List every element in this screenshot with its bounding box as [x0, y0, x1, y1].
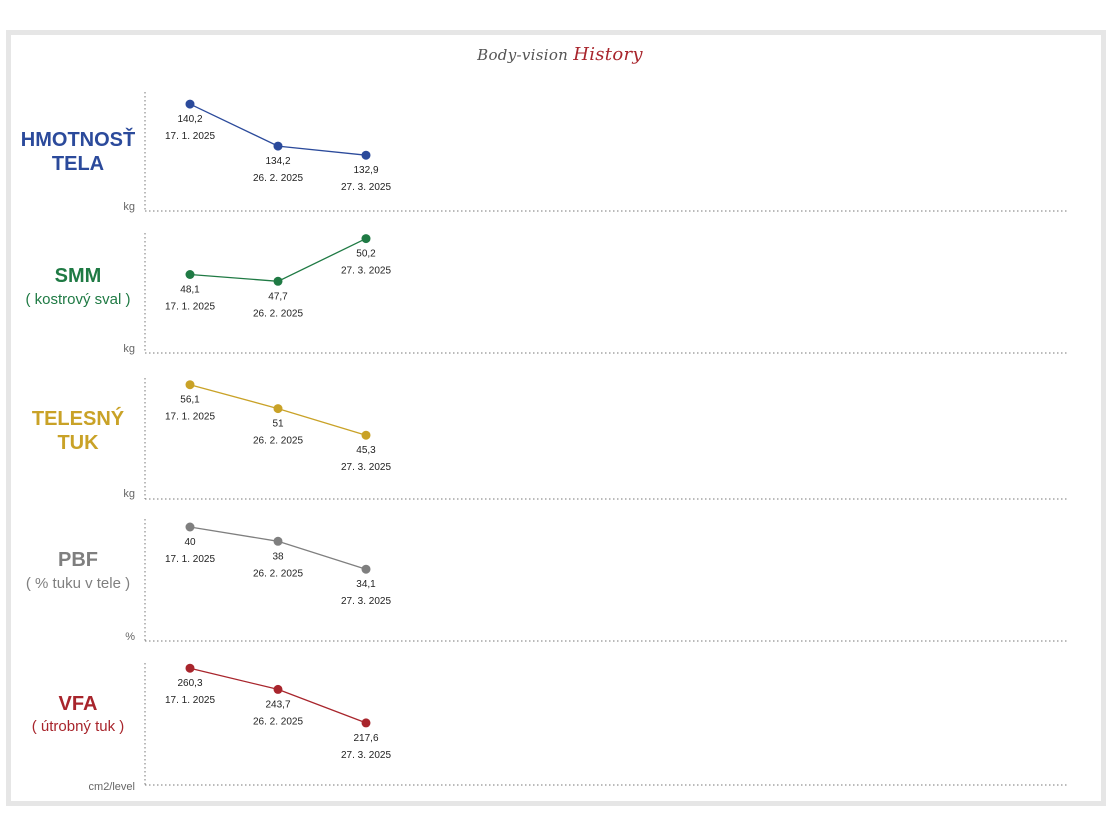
data-value-label: 48,1: [180, 285, 200, 296]
data-point: [361, 564, 371, 574]
data-value-label: 38: [272, 551, 284, 562]
report-title: Body-vision History: [0, 44, 1120, 65]
data-value-label: 45,3: [356, 445, 376, 456]
data-point: [273, 684, 283, 694]
data-point: [273, 404, 283, 414]
metric-name-line: VFA: [58, 693, 98, 715]
data-value-label: 40: [184, 537, 196, 548]
data-value-label: 140,2: [177, 114, 202, 125]
data-value-label: 56,1: [180, 395, 200, 406]
series-line: [189, 238, 367, 282]
data-point: [185, 99, 195, 109]
date-label: 26. 2. 2025: [253, 308, 303, 319]
metric-name-line: TELESNÝ: [31, 408, 125, 430]
data-value-label: 132,9: [353, 165, 378, 176]
date-label: 26. 2. 2025: [253, 716, 303, 727]
data-value-label: 34,1: [356, 579, 376, 590]
data-value-label: 50,2: [356, 249, 376, 260]
date-label: 27. 3. 2025: [341, 596, 391, 607]
date-label: 17. 1. 2025: [165, 695, 215, 706]
date-label: 17. 1. 2025: [165, 554, 215, 565]
metric-name: TELESNÝ TUK: [8, 407, 148, 455]
metric-name-line: PBF: [58, 549, 98, 571]
date-label: 27. 3. 2025: [341, 462, 391, 473]
data-point: [185, 663, 195, 673]
data-value-label: 134,2: [265, 156, 290, 167]
unit-label: kg: [123, 343, 135, 355]
unit-label: %: [125, 631, 135, 643]
data-point: [361, 150, 371, 160]
date-label: 27. 3. 2025: [341, 266, 391, 277]
unit-label: cm2/level: [88, 781, 135, 793]
data-value-label: 51: [272, 419, 284, 430]
metric-name-line: SMM: [54, 265, 102, 287]
data-value-label: 260,3: [177, 678, 202, 689]
metric-subtitle: ( kostrový sval ): [25, 291, 131, 308]
data-point: [273, 141, 283, 151]
title-plain: Body-vision: [477, 46, 569, 64]
unit-label: kg: [123, 488, 135, 500]
data-value-label: 47,7: [268, 291, 288, 302]
metric-name: VFA: [8, 692, 148, 716]
data-value-label: 217,6: [353, 733, 378, 744]
date-label: 26. 2. 2025: [253, 436, 303, 447]
data-point: [273, 536, 283, 546]
metric-name-line: TUK: [57, 432, 99, 454]
metric-subtitle: ( útrobný tuk ): [31, 718, 125, 735]
unit-label: kg: [123, 201, 135, 213]
series-line: [189, 667, 367, 724]
date-label: 27. 3. 2025: [341, 182, 391, 193]
data-point: [361, 234, 371, 244]
date-label: 17. 1. 2025: [165, 131, 215, 142]
data-value-label: 243,7: [265, 699, 290, 710]
data-point: [361, 718, 371, 728]
series-line: [189, 526, 367, 570]
title-accent: History: [573, 44, 643, 65]
data-point: [185, 270, 195, 279]
date-label: 26. 2. 2025: [253, 568, 303, 579]
data-point: [185, 522, 195, 532]
data-point: [185, 380, 195, 390]
metric-name-line: HMOTNOSŤ: [20, 129, 136, 151]
date-label: 17. 1. 2025: [165, 412, 215, 423]
date-label: 17. 1. 2025: [165, 302, 215, 313]
metric-subtitle: ( % tuku v tele ): [25, 575, 131, 592]
data-point: [361, 430, 371, 440]
metric-name-line: TELA: [51, 153, 105, 175]
date-label: 26. 2. 2025: [253, 173, 303, 184]
report-frame: [6, 30, 1106, 806]
metric-name: HMOTNOSŤ TELA: [8, 128, 148, 176]
metric-name: PBF: [8, 548, 148, 572]
metric-name: SMM: [8, 264, 148, 288]
data-point: [273, 276, 283, 286]
date-label: 27. 3. 2025: [341, 750, 391, 761]
